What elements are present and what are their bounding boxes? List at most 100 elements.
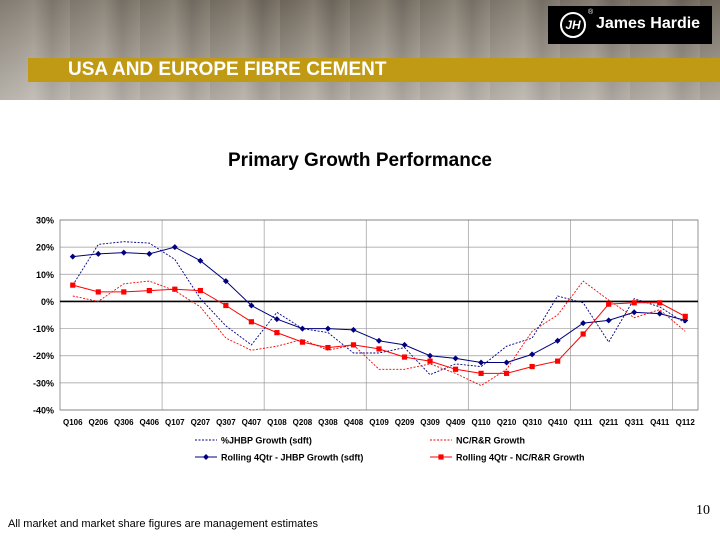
point-2-1	[95, 250, 102, 257]
x-tick-label-q309: Q309	[420, 418, 440, 427]
x-tick-label-q106: Q106	[63, 418, 83, 427]
point-2-16	[478, 359, 485, 366]
point-3-3	[146, 287, 152, 294]
x-tick-label-q308: Q308	[318, 418, 338, 427]
x-tick-label-q111: Q111	[574, 418, 593, 427]
point-2-19	[554, 337, 561, 344]
legend-label-3: Rolling 4Qtr - NC/R&R Growth	[456, 453, 585, 463]
x-tick-label-q112: Q112	[676, 418, 696, 427]
point-3-4	[172, 286, 178, 292]
logo-text: James Hardie	[596, 15, 701, 32]
legend-marker-2	[203, 454, 209, 460]
point-3-13	[401, 354, 408, 360]
point-2-18	[529, 351, 536, 358]
x-tick-label-q208: Q208	[293, 418, 313, 427]
x-tick-label-q410: Q410	[548, 418, 568, 427]
point-2-23	[656, 310, 663, 317]
chart-title: Primary Growth Performance	[228, 150, 492, 171]
point-2-22	[631, 309, 638, 316]
point-3-7	[248, 319, 254, 325]
point-2-0	[69, 253, 76, 260]
point-2-7	[248, 302, 255, 309]
x-tick-label-q310: Q310	[522, 418, 542, 427]
y-tick-label-6: -30%	[33, 378, 54, 388]
point-2-3	[146, 250, 153, 257]
point-3-17	[504, 370, 510, 376]
x-tick-label-q408: Q408	[344, 418, 364, 427]
y-tick-label-0: 30%	[36, 216, 54, 226]
point-2-6	[222, 278, 229, 285]
growth-line-chart: 30% 20% 10% 0% -10% -20% -30% -40% Q106 Q206 Q306 Q…	[33, 216, 699, 463]
point-3-15	[452, 366, 459, 372]
point-3-22	[631, 300, 637, 306]
point-2-15	[452, 355, 459, 362]
point-2-10	[324, 325, 331, 332]
point-3-0	[70, 282, 76, 288]
point-2-14	[427, 352, 434, 359]
legend-label-1: NC/R&R Growth	[456, 436, 525, 446]
logo-registered-mark: ®	[588, 9, 594, 16]
point-3-20	[580, 331, 586, 337]
point-3-2	[121, 289, 127, 295]
point-3-23	[657, 300, 663, 306]
x-tick-label-q108: Q108	[267, 418, 287, 427]
x-tick-label-q209: Q209	[395, 418, 415, 427]
x-tick-label-q211: Q211	[599, 418, 619, 427]
point-3-10	[325, 344, 331, 351]
x-tick-label-q206: Q206	[88, 418, 108, 427]
point-3-8	[274, 330, 280, 336]
series-line-2	[72, 246, 686, 363]
point-3-12	[376, 346, 382, 352]
y-tick-label-7: -40%	[33, 406, 54, 416]
point-2-21	[605, 317, 612, 324]
section-title-band: USA AND EUROPE FIBRE CEMENT	[28, 58, 720, 82]
x-tick-label-q409: Q409	[446, 418, 466, 427]
point-2-12	[376, 337, 382, 344]
point-2-8	[273, 316, 280, 323]
point-3-11	[350, 342, 357, 348]
x-tick-label-q107: Q107	[165, 418, 185, 427]
point-2-5	[197, 257, 204, 264]
point-3-14	[427, 358, 433, 364]
y-tick-label-2: 10%	[36, 270, 54, 280]
point-2-4	[171, 244, 178, 251]
x-tick-label-q210: Q210	[497, 418, 517, 427]
point-2-11	[350, 326, 357, 333]
point-2-2	[120, 249, 127, 256]
x-tick-label-q110: Q110	[472, 418, 492, 427]
point-3-16	[478, 370, 484, 376]
x-tick-label-q311: Q311	[625, 418, 645, 427]
point-3-5	[197, 287, 203, 294]
x-tick-label-q406: Q406	[140, 418, 160, 427]
point-2-9	[299, 325, 306, 332]
x-tick-label-q109: Q109	[369, 418, 389, 427]
point-2-13	[401, 341, 408, 348]
point-3-6	[223, 302, 229, 309]
y-tick-label-3: 0%	[41, 297, 54, 307]
x-tick-label-q407: Q407	[242, 418, 262, 427]
point-3-24	[682, 313, 688, 319]
x-tick-label-q207: Q207	[191, 418, 211, 427]
series-line-3	[72, 284, 686, 374]
x-tick-label-q411: Q411	[650, 418, 670, 427]
logo-mark-icon: JH	[560, 12, 586, 38]
series-line-1	[72, 280, 686, 387]
point-3-18	[529, 363, 535, 370]
company-logo: JH ® James Hardie	[548, 6, 712, 44]
legend-marker-3	[438, 454, 444, 460]
series-line-0	[72, 241, 686, 376]
page-number: 10	[696, 503, 710, 518]
section-title: USA AND EUROPE FIBRE CEMENT	[68, 59, 387, 80]
point-2-20	[580, 320, 587, 327]
y-tick-label-5: -20%	[33, 351, 54, 361]
plot-area	[59, 219, 699, 411]
point-3-21	[606, 301, 612, 307]
point-3-1	[95, 289, 101, 295]
legend-label-0: %JHBP Growth (sdft)	[221, 436, 312, 446]
point-2-17	[503, 359, 510, 366]
y-tick-label-1: 20%	[36, 243, 54, 253]
legend-label-2: Rolling 4Qtr - JHBP Growth (sdft)	[221, 453, 363, 463]
point-3-9	[299, 339, 306, 345]
y-tick-label-4: -10%	[33, 324, 54, 334]
x-tick-label-q306: Q306	[114, 418, 134, 427]
